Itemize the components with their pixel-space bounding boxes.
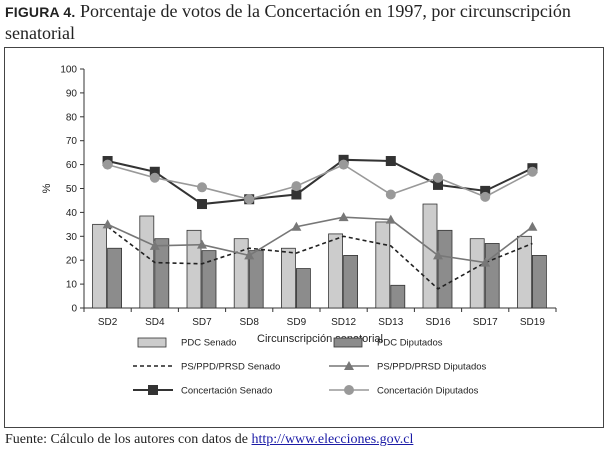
y-tick-label: 10 xyxy=(66,280,78,291)
x-tick-label: SD8 xyxy=(239,317,259,328)
bar-pdc-diputados-sd13 xyxy=(390,284,406,309)
point-concertaci-n-diputados-sd8 xyxy=(244,194,255,205)
point-ps-ppd-prsd-diputados-sd2 xyxy=(102,219,113,229)
figure-label: FIGURA 4. xyxy=(5,4,76,20)
x-axis-label: Circunscripción senatorial xyxy=(257,333,383,345)
x-tick-label: SD7 xyxy=(192,317,212,328)
x-tick-label: SD16 xyxy=(425,317,450,328)
legend-label-ps-ppd-prsd-senado: PS/PPD/PRSD Senado xyxy=(181,362,280,373)
y-tick-label: 30 xyxy=(66,232,78,243)
legend-label-concertaci-n-senado: Concertación Senado xyxy=(181,386,272,397)
y-tick-label: 90 xyxy=(66,88,78,99)
bar-pdc-diputados-sd9 xyxy=(295,268,311,309)
figure-title: FIGURA 4. Porcentaje de votos de la Conc… xyxy=(5,1,605,44)
y-tick-label: 100 xyxy=(60,65,77,76)
point-concertaci-n-senado-sd4 xyxy=(149,166,160,177)
point-concertaci-n-diputados-sd4 xyxy=(149,172,160,183)
line-ps-ppd-prsd-senado xyxy=(107,226,533,290)
source-prefix: Fuente: Cálculo de los autores con datos… xyxy=(5,432,252,447)
point-concertaci-n-senado-sd9 xyxy=(291,189,302,200)
legend-swatch-pdc-senado xyxy=(137,337,167,348)
bar-pdc-diputados-sd19 xyxy=(532,255,547,309)
point-ps-ppd-prsd-diputados-sd16 xyxy=(433,250,443,260)
point-concertaci-n-diputados-sd13 xyxy=(385,189,396,200)
source-link[interactable]: http://www.elecciones.gov.cl xyxy=(251,432,414,447)
y-tick-label: 20 xyxy=(66,256,78,267)
x-tick-label: SD13 xyxy=(378,317,403,328)
y-tick-label: 40 xyxy=(66,208,78,219)
legend-label-concertaci-n-diputados: Concertación Diputados xyxy=(377,386,479,397)
x-tick-label: SD9 xyxy=(287,317,307,328)
point-ps-ppd-prsd-diputados-sd19 xyxy=(527,221,538,231)
point-ps-ppd-prsd-diputados-sd13 xyxy=(385,214,396,224)
bar-pdc-senado-sd8 xyxy=(233,238,249,309)
x-tick-label: SD19 xyxy=(520,317,545,328)
point-concertaci-n-senado-sd17 xyxy=(480,185,491,196)
point-concertaci-n-diputados-sd19 xyxy=(527,166,538,177)
point-concertaci-n-diputados-sd7 xyxy=(197,182,207,193)
x-tick-label: SD17 xyxy=(473,317,498,328)
point-ps-ppd-prsd-diputados-sd8 xyxy=(244,250,255,260)
y-tick-label: 0 xyxy=(71,304,77,315)
point-concertaci-n-diputados-sd16 xyxy=(433,172,443,183)
line-ps-ppd-prsd-diputados xyxy=(107,216,533,264)
point-ps-ppd-prsd-diputados-sd9 xyxy=(291,221,302,231)
line-concertaci-n-senado xyxy=(107,158,533,206)
y-tick-label: 50 xyxy=(66,184,78,195)
bar-pdc-diputados-sd4 xyxy=(154,238,170,309)
legend-marker-ps-ppd-prsd-diputados xyxy=(344,361,354,370)
bar-pdc-diputados-sd12 xyxy=(343,255,359,309)
legend-marker-concertaci-n-senado xyxy=(148,385,158,395)
y-tick-label: 80 xyxy=(66,112,78,123)
x-tick-label: SD12 xyxy=(331,317,356,328)
legend-swatch-pdc-diputados xyxy=(333,337,363,348)
bar-pdc-senado-sd2 xyxy=(92,223,107,309)
point-concertaci-n-diputados-sd12 xyxy=(338,159,349,170)
point-ps-ppd-prsd-diputados-sd4 xyxy=(149,240,160,250)
point-concertaci-n-senado-sd13 xyxy=(385,156,396,167)
point-ps-ppd-prsd-diputados-sd12 xyxy=(338,212,349,222)
legend-marker-concertaci-n-diputados xyxy=(344,385,354,395)
legend-label-pdc-senado: PDC Senado xyxy=(181,338,236,349)
bar-pdc-senado-sd19 xyxy=(517,235,532,309)
bar-pdc-senado-sd13 xyxy=(375,221,391,309)
point-concertaci-n-senado-sd16 xyxy=(433,179,443,190)
figure-title-text: Porcentaje de votos de la Concertación e… xyxy=(5,1,571,43)
y-tick-label: 70 xyxy=(66,136,78,147)
bar-pdc-senado-sd4 xyxy=(139,215,155,309)
point-concertaci-n-diputados-sd2 xyxy=(102,159,113,170)
x-tick-label: SD4 xyxy=(145,317,165,328)
bar-pdc-senado-sd12 xyxy=(328,233,344,309)
bar-pdc-senado-sd7 xyxy=(186,229,202,309)
legend-label-ps-ppd-prsd-diputados: PS/PPD/PRSD Diputados xyxy=(377,362,487,373)
bar-pdc-senado-sd17 xyxy=(469,238,485,309)
point-ps-ppd-prsd-diputados-sd17 xyxy=(480,257,491,267)
y-tick-label: 60 xyxy=(66,160,78,171)
chart-frame: 0 10 20 30 40 50 60 70 80 90 100% SD2 SD4 SD7 SD8 SD9 SD… xyxy=(4,47,604,428)
x-tick-label: SD2 xyxy=(98,317,118,328)
legend-label-pdc-diputados: PDC Diputados xyxy=(377,338,443,349)
point-concertaci-n-diputados-sd9 xyxy=(291,181,302,192)
source-note: Fuente: Cálculo de los autores con datos… xyxy=(5,432,413,448)
bar-pdc-diputados-sd2 xyxy=(107,247,122,309)
point-concertaci-n-senado-sd7 xyxy=(197,199,207,210)
bar-pdc-diputados-sd7 xyxy=(201,250,217,309)
point-ps-ppd-prsd-diputados-sd7 xyxy=(197,239,207,249)
y-axis-label: % xyxy=(41,183,53,193)
bar-pdc-senado-sd9 xyxy=(280,247,296,309)
point-concertaci-n-diputados-sd17 xyxy=(480,191,491,202)
bar-pdc-diputados-sd16 xyxy=(437,229,453,309)
line-concertaci-n-diputados xyxy=(107,163,533,201)
chart: 0 10 20 30 40 50 60 70 80 90 100% SD2 SD4 SD7 SD8 SD9 SD… xyxy=(41,65,557,397)
